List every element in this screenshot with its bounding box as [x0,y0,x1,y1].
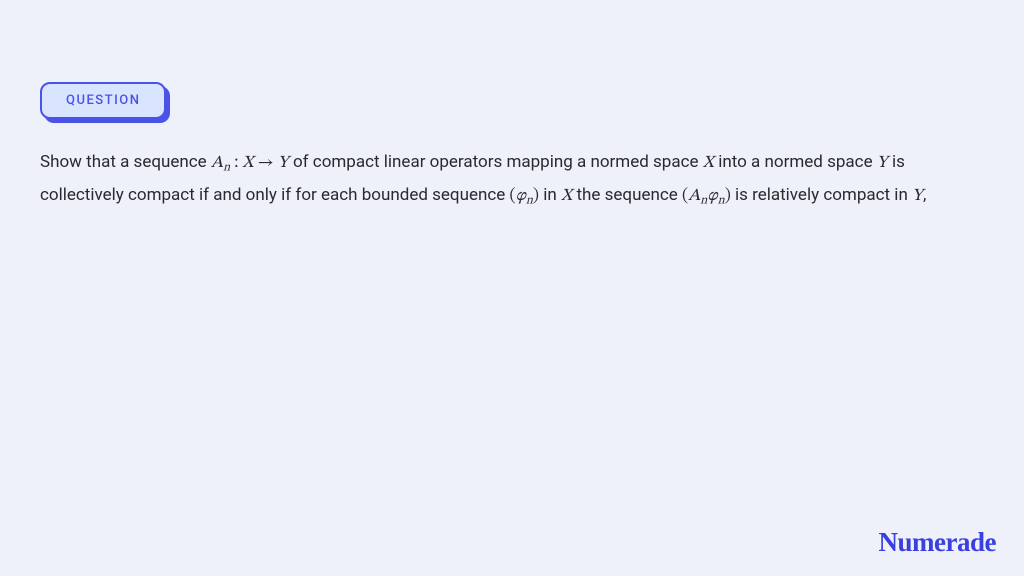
m-colon: : [230,155,242,172]
q-text-6: the sequence [572,185,682,205]
numerade-logo: Numerade [879,527,996,558]
question-badge-container: QUESTION [40,82,166,119]
question-badge-label: QUESTION [66,93,140,108]
q-text-1: Show that a sequence [40,152,211,172]
question-badge: QUESTION [40,82,166,119]
m-arrow: → [254,155,278,172]
math-Anphin: (Anφn) [682,188,731,205]
question-text: Show that a sequence An : X → Y of compa… [40,147,984,213]
q-text-5: in [539,185,561,205]
m-X: X [242,155,253,172]
math-phi-n: (φn) [510,188,539,205]
content-wrapper: QUESTION Show that a sequence An : X → Y… [0,0,1024,213]
m-phi2-sub: n [718,194,725,206]
q-text-3: into a normed space [714,152,877,172]
m-Y: Y [278,155,289,172]
q-text-8: , [923,185,926,205]
math-An-XY: An : X → Y [211,155,289,172]
q-text-7: is relatively compact in [731,185,912,205]
m-A: A [211,155,223,172]
logo-text: Numerade [879,527,996,557]
math-Y: Y [877,155,888,172]
m-phi2: φ [707,188,717,205]
m-phi1-sub: n [526,194,533,206]
math-X2: X [561,188,572,205]
math-Y2: Y [912,188,923,205]
m-A2: A [688,188,700,205]
m-phi1: φ [516,188,526,205]
math-X: X [703,155,714,172]
q-text-2: of compact linear operators mapping a no… [289,152,703,172]
